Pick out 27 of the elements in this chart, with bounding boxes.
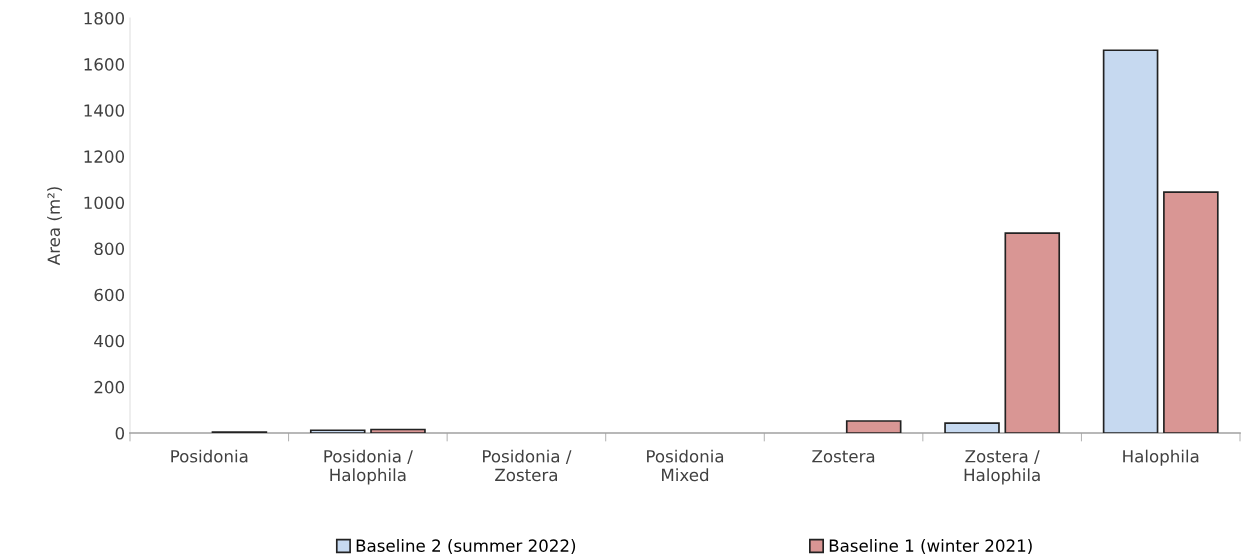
y-tick-label: 1200 xyxy=(84,150,125,163)
bar xyxy=(309,429,366,433)
y-tick-label: 600 xyxy=(94,288,125,302)
x-tick-label: Posidonia / Halophila xyxy=(324,449,413,485)
x-tick-label: Zostera / Halophila xyxy=(964,450,1040,485)
x-tick-label: Posidonia / Zostera xyxy=(483,449,572,482)
legend-label: Baseline 1 (winter 2021) xyxy=(829,539,1032,554)
y-tick-label: 400 xyxy=(94,334,125,348)
y-axis-title: Area (m²) xyxy=(47,187,63,266)
y-tick-label: 800 xyxy=(94,242,125,256)
bar xyxy=(1004,232,1061,433)
y-tick-label: 1400 xyxy=(84,104,125,117)
bar xyxy=(1102,49,1159,433)
bar xyxy=(845,420,902,433)
y-tick-label: 0 xyxy=(115,426,125,440)
y-tick-label: 1000 xyxy=(84,196,125,210)
bar xyxy=(944,422,1000,433)
bar xyxy=(1163,191,1219,433)
x-tick-label: Posidonia Mixed xyxy=(647,449,724,482)
y-tick-label: 200 xyxy=(94,380,125,394)
legend-label: Baseline 2 (summer 2022) xyxy=(356,539,576,554)
x-tick-label: Zostera xyxy=(812,450,875,463)
y-tick-label: 1800 xyxy=(84,11,125,25)
x-tick-label: Posidonia xyxy=(171,449,248,463)
bar xyxy=(370,428,426,433)
x-tick-label: Halophila xyxy=(1123,449,1199,466)
y-tick-label: 1600 xyxy=(84,58,125,71)
